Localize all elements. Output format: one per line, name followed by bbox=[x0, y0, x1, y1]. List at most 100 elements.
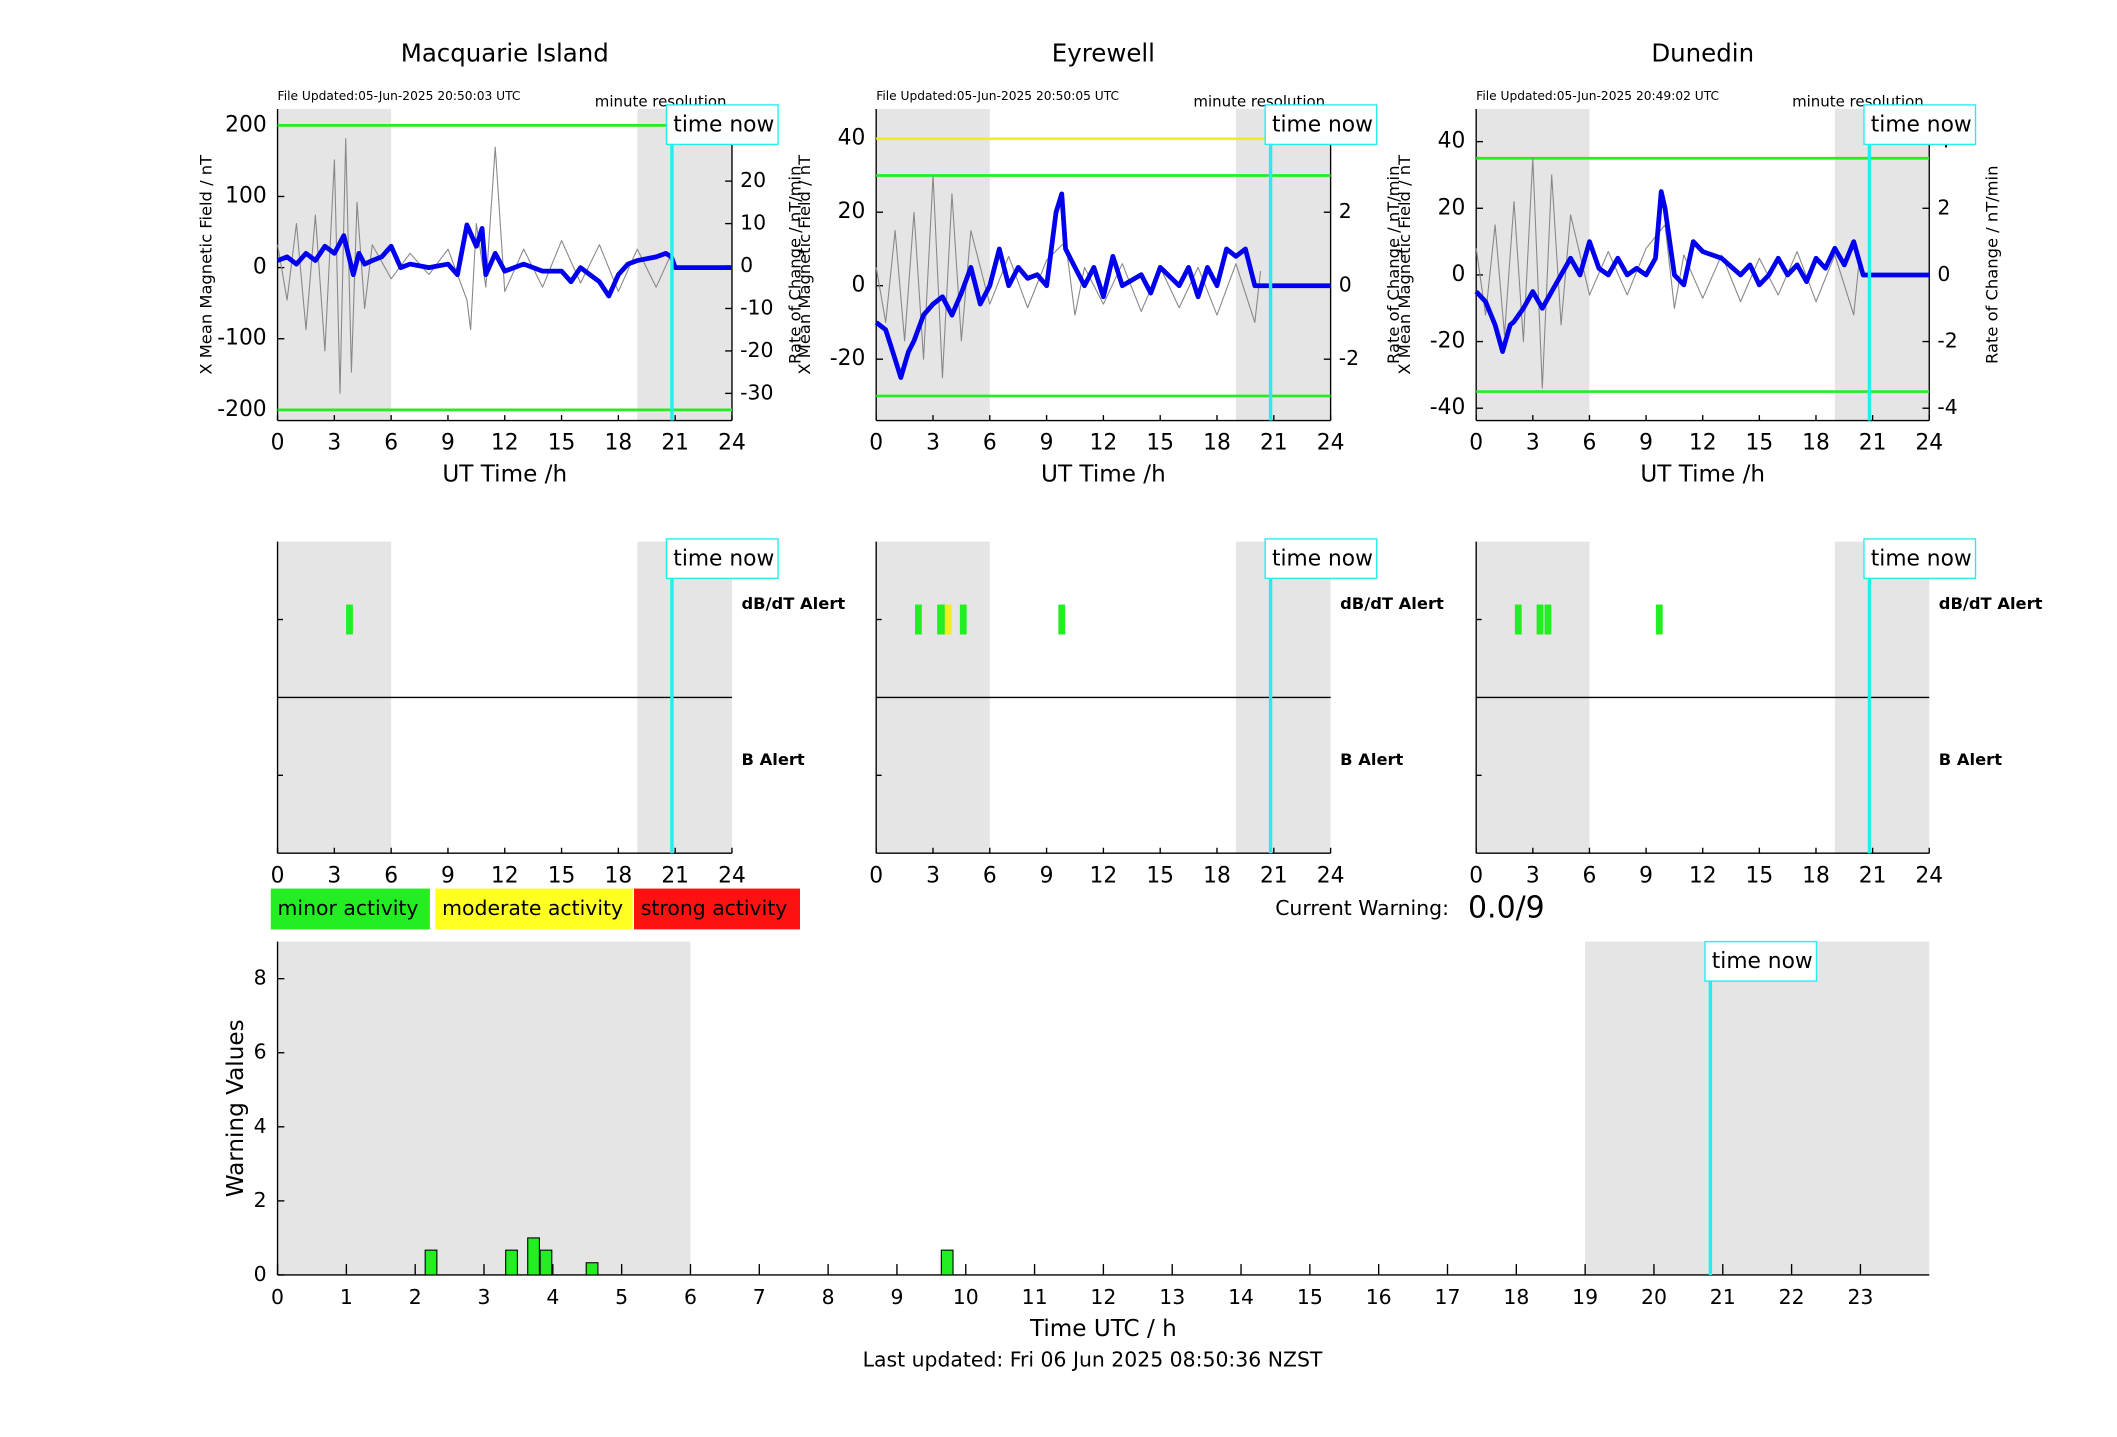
time-now-label: time now bbox=[1871, 112, 1972, 137]
y2-tick-label: -2 bbox=[1339, 346, 1359, 370]
x-tick-label: 20 bbox=[1641, 1285, 1667, 1309]
x-tick-label: 15 bbox=[1146, 431, 1174, 456]
x-tick-label: 21 bbox=[661, 431, 689, 456]
alert-marker bbox=[915, 604, 922, 635]
y-tick-label: 4 bbox=[254, 1114, 267, 1138]
y2-tick-label: -30 bbox=[740, 380, 773, 404]
x-tick-label: 10 bbox=[953, 1285, 979, 1309]
alert-marker bbox=[1655, 604, 1663, 635]
x-tick-label: 21 bbox=[1859, 863, 1887, 888]
row-label: dB/dT Alert bbox=[1340, 594, 1444, 613]
y2-tick-label: -10 bbox=[740, 295, 773, 319]
time-now-label: time now bbox=[1871, 546, 1972, 571]
file-updated: File Updated:05-Jun-2025 20:50:05 UTC bbox=[876, 89, 1119, 103]
time-now-box bbox=[1863, 538, 1977, 580]
y2-axis-label: Rate of Change / nT/min bbox=[1983, 166, 2002, 364]
x-tick-label: 24 bbox=[718, 863, 746, 888]
alert-marker bbox=[937, 604, 944, 635]
row-label: dB/dT Alert bbox=[741, 594, 845, 613]
x-tick-label: 3 bbox=[327, 431, 341, 456]
y-tick-label: 100 bbox=[225, 183, 267, 208]
y-tick-label: -20 bbox=[830, 346, 866, 371]
x-tick-label: 18 bbox=[1503, 1285, 1529, 1309]
y2-tick-label: -4 bbox=[1937, 395, 1957, 419]
y-axis-label: Warning Values bbox=[223, 1019, 249, 1197]
x-tick-label: 21 bbox=[661, 863, 689, 888]
x-tick-label: 18 bbox=[1802, 431, 1830, 456]
x-tick-label: 22 bbox=[1779, 1285, 1805, 1309]
y2-axis-label: Rate of Change / nT/min bbox=[785, 166, 804, 364]
alert-marker bbox=[1544, 604, 1552, 635]
time-now-box bbox=[665, 538, 779, 580]
x-tick-label: 12 bbox=[1689, 431, 1717, 456]
x-tick-label: 18 bbox=[1802, 863, 1830, 888]
legend-label: moderate activity bbox=[442, 896, 623, 920]
y-tick-label: -100 bbox=[217, 326, 266, 351]
alert-marker bbox=[1514, 604, 1522, 635]
y-axis-label: X Mean Magnetic Field / nT bbox=[795, 154, 814, 375]
x-tick-label: 17 bbox=[1435, 1285, 1461, 1309]
x-tick-label: 23 bbox=[1847, 1285, 1873, 1309]
x-tick-label: 24 bbox=[1317, 863, 1345, 888]
x-tick-label: 15 bbox=[548, 431, 576, 456]
x-tick-label: 9 bbox=[1639, 863, 1653, 888]
x-tick-label: 6 bbox=[983, 431, 997, 456]
x-tick-label: 9 bbox=[441, 863, 455, 888]
bar bbox=[539, 1249, 553, 1276]
x-tick-label: 18 bbox=[605, 863, 633, 888]
x-tick-label: 14 bbox=[1228, 1285, 1254, 1309]
row-label: B Alert bbox=[741, 750, 804, 769]
time-now-label: time now bbox=[1712, 949, 1813, 974]
x-tick-label: 0 bbox=[1469, 863, 1483, 888]
x-tick-label: 6 bbox=[983, 863, 997, 888]
x-tick-label: 12 bbox=[491, 863, 519, 888]
x-tick-label: 19 bbox=[1572, 1285, 1598, 1309]
x-tick-label: 24 bbox=[1915, 863, 1943, 888]
x-tick-label: 12 bbox=[1090, 431, 1118, 456]
y2-tick-label: 0 bbox=[740, 253, 753, 277]
x-tick-label: 6 bbox=[684, 1285, 697, 1309]
night-shading bbox=[277, 941, 691, 1275]
legend-swatch bbox=[270, 888, 430, 930]
y-tick-label: 200 bbox=[225, 112, 267, 137]
x-tick-label: 12 bbox=[491, 431, 519, 456]
time-now-box bbox=[1704, 940, 1818, 982]
legend-label: strong activity bbox=[641, 896, 788, 920]
y2-tick-label: 0 bbox=[1339, 273, 1352, 297]
y-tick-label: 0 bbox=[1451, 262, 1465, 287]
alert-marker bbox=[959, 604, 967, 635]
x-axis-label: Time UTC / h bbox=[1029, 1316, 1177, 1342]
x-tick-label: 21 bbox=[1710, 1285, 1736, 1309]
x-axis-label: UT Time /h bbox=[1640, 461, 1765, 487]
y-tick-label: 40 bbox=[1438, 129, 1466, 154]
legend-label: minor activity bbox=[278, 896, 419, 920]
x-tick-label: 3 bbox=[327, 863, 341, 888]
alert-marker bbox=[1536, 604, 1544, 635]
night-shading bbox=[1834, 108, 1930, 421]
y-tick-label: 0 bbox=[851, 273, 865, 298]
alert-marker bbox=[346, 604, 353, 635]
x-tick-label: 11 bbox=[1022, 1285, 1048, 1309]
x-tick-label: 15 bbox=[1297, 1285, 1323, 1309]
time-now-box bbox=[1264, 538, 1378, 580]
x-tick-label: 9 bbox=[1639, 431, 1653, 456]
row-label: B Alert bbox=[1939, 750, 2002, 769]
y2-tick-label: 2 bbox=[1339, 199, 1352, 223]
time-now-box bbox=[1863, 104, 1977, 146]
y2-tick-label: 20 bbox=[740, 168, 766, 192]
x-tick-label: 15 bbox=[1746, 863, 1774, 888]
x-tick-label: 0 bbox=[271, 1285, 284, 1309]
current-warning-label: Current Warning: bbox=[1275, 896, 1449, 920]
series-line bbox=[276, 222, 732, 299]
time-now-label: time now bbox=[673, 112, 774, 137]
y-tick-label: -200 bbox=[217, 397, 266, 422]
x-tick-label: 18 bbox=[1203, 863, 1231, 888]
x-tick-label: 3 bbox=[926, 431, 940, 456]
x-tick-label: 12 bbox=[1090, 1285, 1116, 1309]
x-tick-label: 13 bbox=[1159, 1285, 1185, 1309]
x-tick-label: 7 bbox=[753, 1285, 766, 1309]
y-tick-label: 0 bbox=[253, 255, 267, 280]
alert-marker bbox=[940, 604, 948, 635]
y2-tick-label: 2 bbox=[1937, 195, 1950, 219]
